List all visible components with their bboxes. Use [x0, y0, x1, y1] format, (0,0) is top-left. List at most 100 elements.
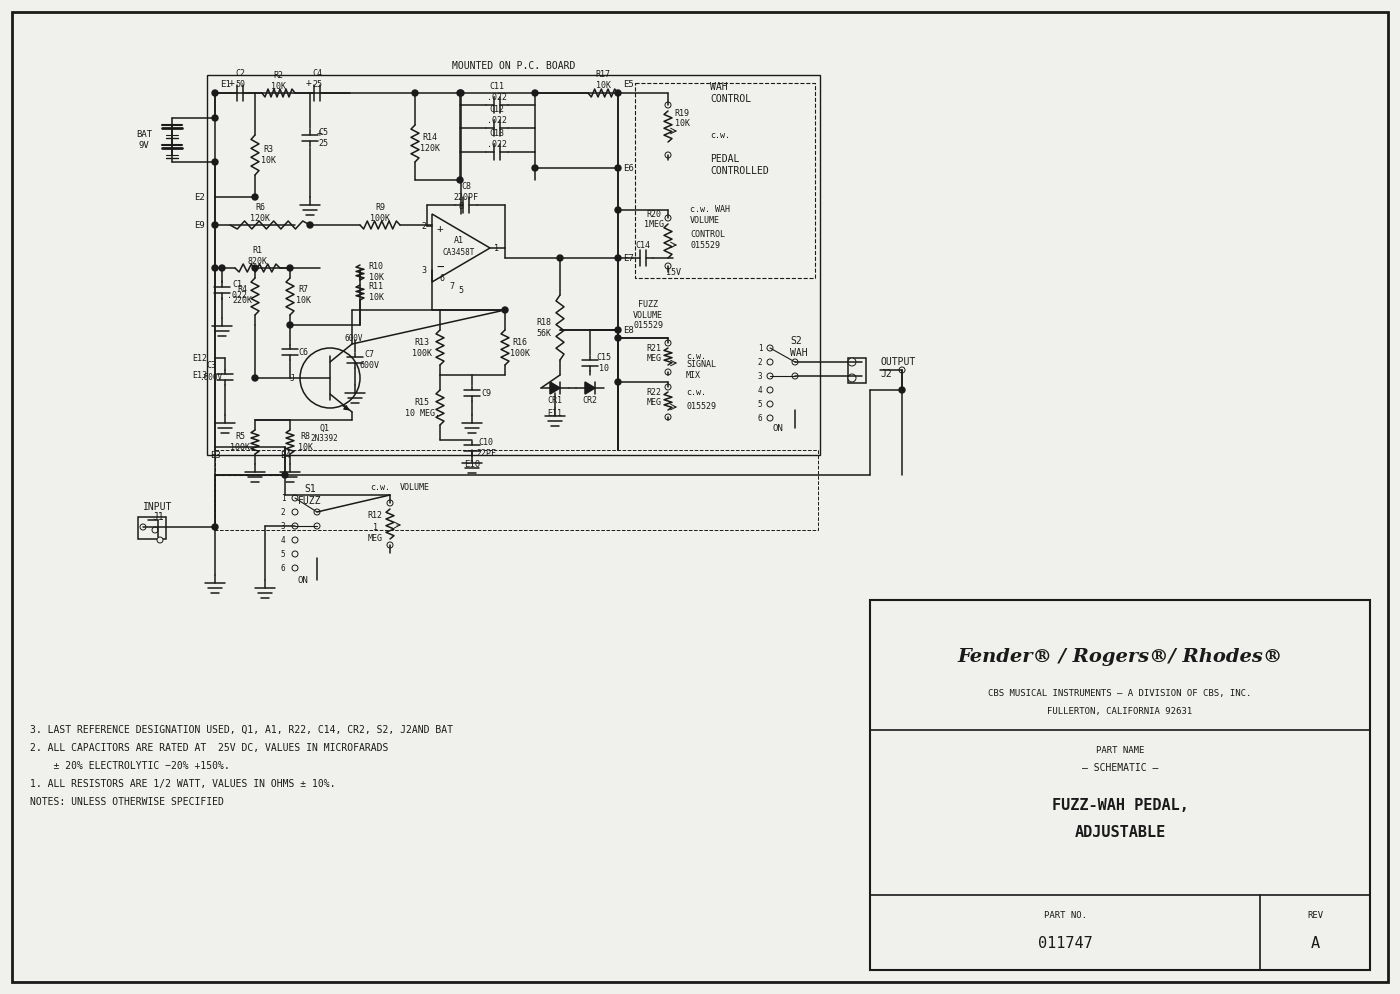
Text: c.w.: c.w.	[370, 482, 391, 491]
Text: R21: R21	[647, 344, 662, 353]
Text: c.w.: c.w.	[686, 388, 706, 397]
Text: c.w.: c.w.	[710, 130, 729, 139]
Text: E11: E11	[547, 409, 563, 417]
Circle shape	[211, 115, 218, 121]
Text: 1: 1	[757, 344, 763, 353]
Text: 1: 1	[494, 244, 498, 252]
Text: c.w.: c.w.	[686, 352, 706, 361]
Bar	[869, 600, 1371, 970]
Text: R1
820K: R1 820K	[246, 247, 267, 265]
Circle shape	[899, 387, 904, 393]
Text: 3. LAST REFERENCE DESIGNATION USED, Q1, A1, R22, C14, CR2, S2, J2AND BAT: 3. LAST REFERENCE DESIGNATION USED, Q1, …	[29, 725, 454, 735]
Text: R6
120K: R6 120K	[251, 204, 270, 223]
Text: PART NAME: PART NAME	[1096, 746, 1144, 754]
Text: A1: A1	[454, 236, 463, 245]
Text: E5: E5	[623, 80, 634, 88]
Text: 1MEG: 1MEG	[644, 220, 664, 229]
Circle shape	[211, 159, 218, 165]
Text: R11
10K: R11 10K	[368, 282, 384, 302]
Text: C10
22PF: C10 22PF	[476, 438, 496, 457]
Text: R10
10K: R10 10K	[368, 262, 384, 281]
Text: 15V: 15V	[665, 267, 680, 276]
Circle shape	[287, 322, 293, 328]
Text: FUZZ-WAH PEDAL,: FUZZ-WAH PEDAL,	[1051, 797, 1189, 812]
Text: E3: E3	[210, 450, 220, 459]
Circle shape	[615, 379, 622, 385]
Circle shape	[218, 265, 225, 271]
Text: E2: E2	[195, 193, 204, 202]
Text: FULLERTON, CALIFORNIA 92631: FULLERTON, CALIFORNIA 92631	[1047, 708, 1193, 717]
Text: C15
10: C15 10	[596, 353, 612, 373]
Text: C4
25: C4 25	[312, 70, 322, 88]
Text: S1
FUZZ: S1 FUZZ	[298, 484, 322, 506]
Text: R17
10K: R17 10K	[595, 71, 610, 89]
Text: E1: E1	[220, 80, 231, 88]
Circle shape	[615, 255, 622, 261]
Text: MEG: MEG	[647, 354, 662, 363]
Text: 6: 6	[280, 564, 286, 573]
Text: OUTPUT: OUTPUT	[881, 357, 916, 367]
Polygon shape	[550, 382, 560, 394]
Text: ON: ON	[773, 423, 784, 432]
Text: FUZZ
VOLUME
015529: FUZZ VOLUME 015529	[633, 300, 664, 330]
Text: 6: 6	[440, 273, 445, 282]
Text: 2N3392: 2N3392	[311, 433, 337, 442]
Text: R2
10K: R2 10K	[270, 72, 286, 90]
Circle shape	[665, 369, 671, 375]
Text: R3
10K: R3 10K	[260, 145, 276, 165]
Text: 5: 5	[459, 285, 463, 294]
Text: +: +	[437, 224, 444, 234]
Circle shape	[532, 165, 538, 171]
Text: 3: 3	[280, 522, 286, 531]
Text: 6: 6	[757, 414, 763, 422]
Text: CONTROL
015529: CONTROL 015529	[690, 231, 725, 249]
Text: 2: 2	[421, 222, 427, 231]
Text: 3: 3	[421, 265, 427, 274]
Bar	[848, 358, 867, 383]
Circle shape	[386, 542, 393, 548]
Text: C9: C9	[482, 389, 491, 398]
Circle shape	[211, 265, 218, 271]
Circle shape	[532, 90, 538, 96]
Circle shape	[503, 307, 508, 313]
Circle shape	[458, 90, 463, 96]
Text: SIGNAL
MIX: SIGNAL MIX	[686, 360, 715, 380]
Text: C14: C14	[636, 241, 651, 249]
Text: 1: 1	[280, 493, 286, 503]
Circle shape	[386, 500, 393, 506]
Circle shape	[287, 265, 293, 271]
Text: CA3458T: CA3458T	[442, 248, 475, 256]
Text: C13
.022: C13 .022	[487, 129, 507, 149]
Text: MEG: MEG	[647, 398, 662, 407]
Circle shape	[153, 527, 158, 533]
Circle shape	[615, 165, 622, 171]
Circle shape	[767, 401, 773, 407]
Circle shape	[307, 222, 314, 228]
Circle shape	[293, 523, 298, 529]
Circle shape	[293, 537, 298, 543]
Text: 1. ALL RESISTORS ARE 1/2 WATT, VALUES IN OHMS ± 10%.: 1. ALL RESISTORS ARE 1/2 WATT, VALUES IN…	[29, 779, 336, 789]
Circle shape	[848, 374, 855, 382]
Text: MEG: MEG	[368, 534, 382, 543]
Text: C2
50: C2 50	[235, 70, 245, 88]
Text: +: +	[307, 78, 312, 88]
Text: INPUT: INPUT	[143, 502, 172, 512]
Bar	[207, 75, 820, 455]
Text: C8
220PF: C8 220PF	[454, 182, 479, 202]
Circle shape	[767, 373, 773, 379]
Text: PEDAL
CONTROLLED: PEDAL CONTROLLED	[710, 154, 769, 176]
Circle shape	[293, 565, 298, 571]
Text: +: +	[230, 78, 235, 88]
Circle shape	[767, 345, 773, 351]
Circle shape	[665, 414, 671, 420]
Text: ADJUSTABLE: ADJUSTABLE	[1074, 824, 1166, 840]
Text: S2
WAH: S2 WAH	[790, 336, 808, 358]
Circle shape	[615, 90, 622, 96]
Text: ON: ON	[298, 576, 308, 584]
Text: R19: R19	[675, 108, 690, 117]
Circle shape	[252, 265, 258, 271]
Circle shape	[665, 215, 671, 221]
Text: WAH
CONTROL: WAH CONTROL	[710, 83, 752, 103]
Text: 015529: 015529	[686, 402, 715, 411]
Text: R8
10K: R8 10K	[298, 432, 312, 451]
